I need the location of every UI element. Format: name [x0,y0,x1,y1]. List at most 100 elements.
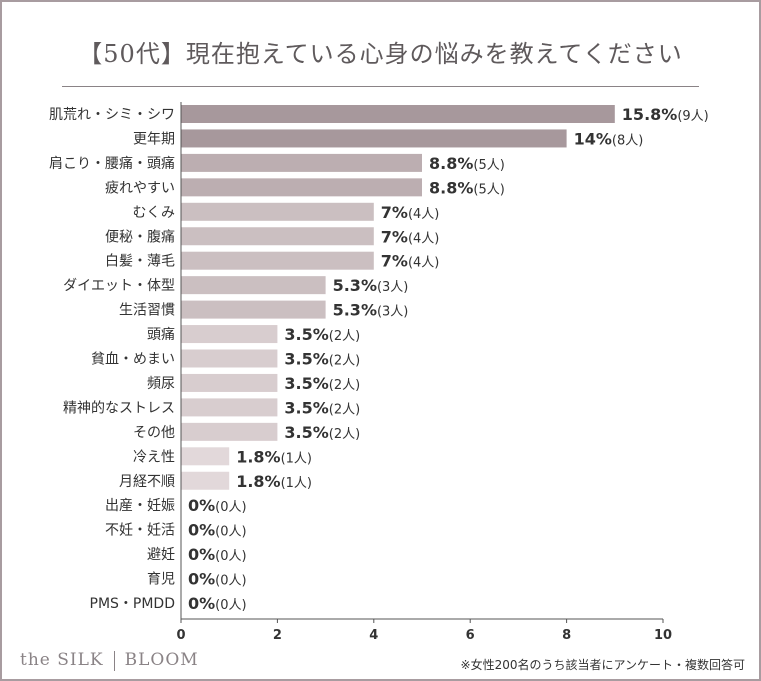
brand-separator [113,650,115,671]
category-label: 生活習慣 [119,302,175,319]
value-label: 0%(0人) [188,545,247,564]
value-percent: 1.8% [236,447,280,466]
bar [181,300,326,319]
value-label: 8.8%(5人) [429,154,505,173]
bar [181,422,278,441]
value-percent: 8.8% [429,154,473,173]
value-label: 0%(0人) [188,570,247,589]
value-label: 5.3%(3人) [333,276,409,295]
x-tick-label: 10 [654,628,672,643]
x-tick-label: 0 [176,628,185,643]
value-label: 0%(0人) [188,496,247,515]
category-label: 貧血・めまい [91,352,175,368]
value-percent: 8.8% [429,178,473,197]
value-percent: 7% [381,227,408,246]
value-percent: 5.3% [333,301,377,320]
value-percent: 7% [381,252,408,271]
x-tick-label: 2 [273,628,282,643]
value-label: 7%(4人) [381,203,440,222]
value-count: (0人) [215,549,246,564]
value-label: 3.5%(2人) [284,325,360,344]
value-label: 15.8%(9人) [622,105,709,124]
brand-name-right: BLOOM [124,650,199,670]
bar [181,153,422,172]
value-percent: 0% [188,496,215,515]
value-count: (1人) [281,451,312,466]
value-percent: 7% [381,203,408,222]
bar [181,447,230,466]
value-percent: 3.5% [284,350,328,369]
value-count: (0人) [215,525,246,540]
category-label: 肌荒れ・シミ・シワ [49,107,175,123]
value-percent: 0% [188,545,215,564]
value-count: (2人) [329,378,360,393]
value-count: (4人) [408,256,439,271]
value-label: 7%(4人) [381,227,440,246]
bar [181,178,422,197]
value-count: (2人) [329,329,360,344]
category-label: PMS・PMDD [90,596,176,612]
category-label: 不妊・妊活 [105,523,175,539]
category-label: むくみ [132,205,175,221]
value-label: 3.5%(2人) [284,374,360,393]
value-count: (3人) [377,280,408,295]
value-percent: 5.3% [333,276,377,295]
category-label: ダイエット・体型 [63,278,175,294]
value-count: (0人) [215,598,246,613]
value-label: 5.3%(3人) [333,301,409,320]
bar [181,471,230,490]
value-label: 0%(0人) [188,594,247,613]
category-label: 育児 [147,572,175,588]
category-label: 精神的なストレス [63,400,175,416]
bar [181,276,326,295]
x-tick-label: 4 [369,628,378,643]
bar [181,398,278,417]
value-percent: 3.5% [284,398,328,417]
value-label: 3.5%(2人) [284,423,360,442]
category-label: 冷え性 [133,449,175,465]
value-label: 1.8%(1人) [236,472,312,491]
value-percent: 3.5% [284,423,328,442]
x-tick-label: 6 [466,628,475,643]
value-count: (5人) [473,182,504,197]
value-percent: 0% [188,570,215,589]
category-label: 出産・妊娠 [105,498,175,514]
value-count: (0人) [215,500,246,515]
category-label: 頻尿 [147,376,175,392]
value-label: 7%(4人) [381,252,440,271]
chart-title: 【50代】現在抱えている心身の悩みを教えてください [78,40,683,68]
brand-logo: the SILK BLOOM [20,650,199,671]
title-divider [62,86,699,87]
bar [181,251,374,270]
x-tick-label: 8 [562,628,571,643]
category-label: 月経不順 [119,474,175,490]
bar [181,373,278,392]
footnote: ※女性200名のうち該当者にアンケート・複数回答可 [460,658,745,672]
category-label: 白髪・薄毛 [105,254,175,270]
value-percent: 0% [188,521,215,540]
category-label: 疲れやすい [105,179,175,196]
value-label: 14%(8人) [574,129,644,148]
value-count: (2人) [329,427,360,442]
category-label: 更年期 [133,131,175,147]
bar [181,129,567,148]
value-percent: 3.5% [284,325,328,344]
value-count: (2人) [329,354,360,369]
bar [181,325,278,344]
value-percent: 1.8% [236,472,280,491]
value-percent: 0% [188,594,215,613]
value-count: (4人) [408,207,439,222]
bar [181,349,278,368]
bar [181,105,615,123]
value-count: (0人) [215,574,246,589]
value-label: 8.8%(5人) [429,178,505,197]
bar [181,202,374,221]
value-count: (3人) [377,305,408,320]
value-count: (2人) [329,402,360,417]
value-count: (9人) [677,109,708,124]
category-label: 便秘・腹痛 [105,228,175,245]
category-label: 頭痛 [147,326,175,343]
bar [181,227,374,246]
